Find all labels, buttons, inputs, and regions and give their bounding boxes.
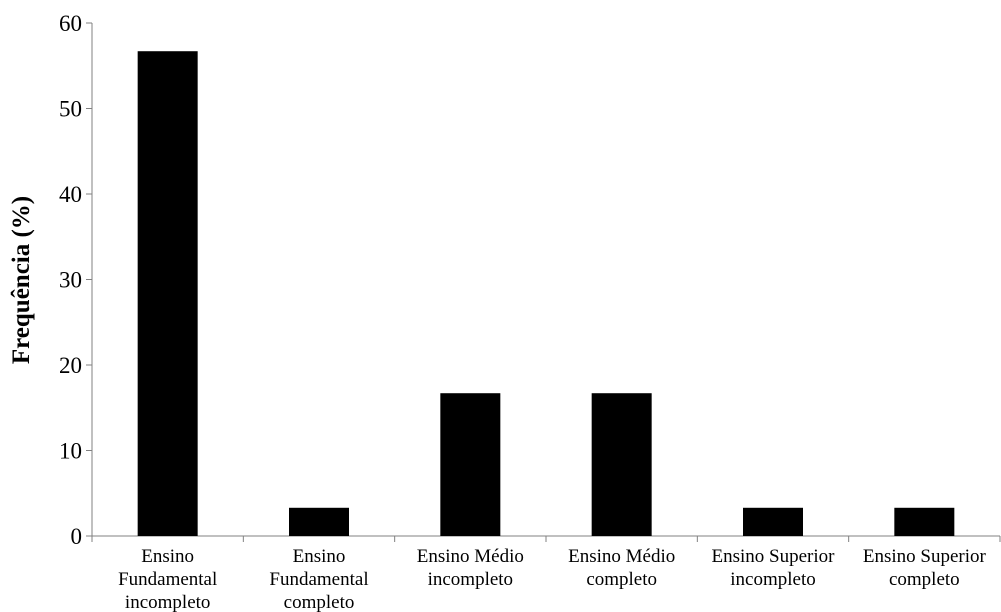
- bar: [591, 393, 652, 536]
- bar: [894, 507, 955, 536]
- x-axis: [91, 535, 1001, 542]
- bar: [137, 51, 198, 537]
- x-category-label: Ensino Superior incompleto: [712, 546, 836, 590]
- x-category-label: Ensino Médio incompleto: [417, 546, 524, 590]
- y-tick-label: 0: [71, 524, 83, 549]
- y-tick-label: 20: [59, 353, 82, 378]
- y-tick-label: 30: [59, 268, 82, 293]
- y-axis: 0 10 20 30 40 50 60: [59, 11, 93, 549]
- y-axis-title: Frequência (%): [8, 196, 35, 364]
- x-category-label: Ensino Fundamental completo: [269, 546, 368, 612]
- x-category-label: Ensino Médio completo: [568, 546, 675, 590]
- x-category-label: Ensino Superior completo: [863, 546, 987, 590]
- bars: [137, 51, 955, 537]
- x-category-label: Ensino Fundamental incompleto: [118, 546, 217, 612]
- y-tick-label: 40: [59, 182, 82, 207]
- category-labels: Ensino Fundamental incompleto Ensino Fundame…: [118, 546, 986, 612]
- bar: [440, 393, 501, 536]
- bar: [289, 507, 349, 536]
- bar: [743, 507, 803, 536]
- y-tick-label: 10: [59, 439, 82, 464]
- y-tick-label: 60: [59, 11, 82, 36]
- y-tick-label: 50: [59, 97, 82, 122]
